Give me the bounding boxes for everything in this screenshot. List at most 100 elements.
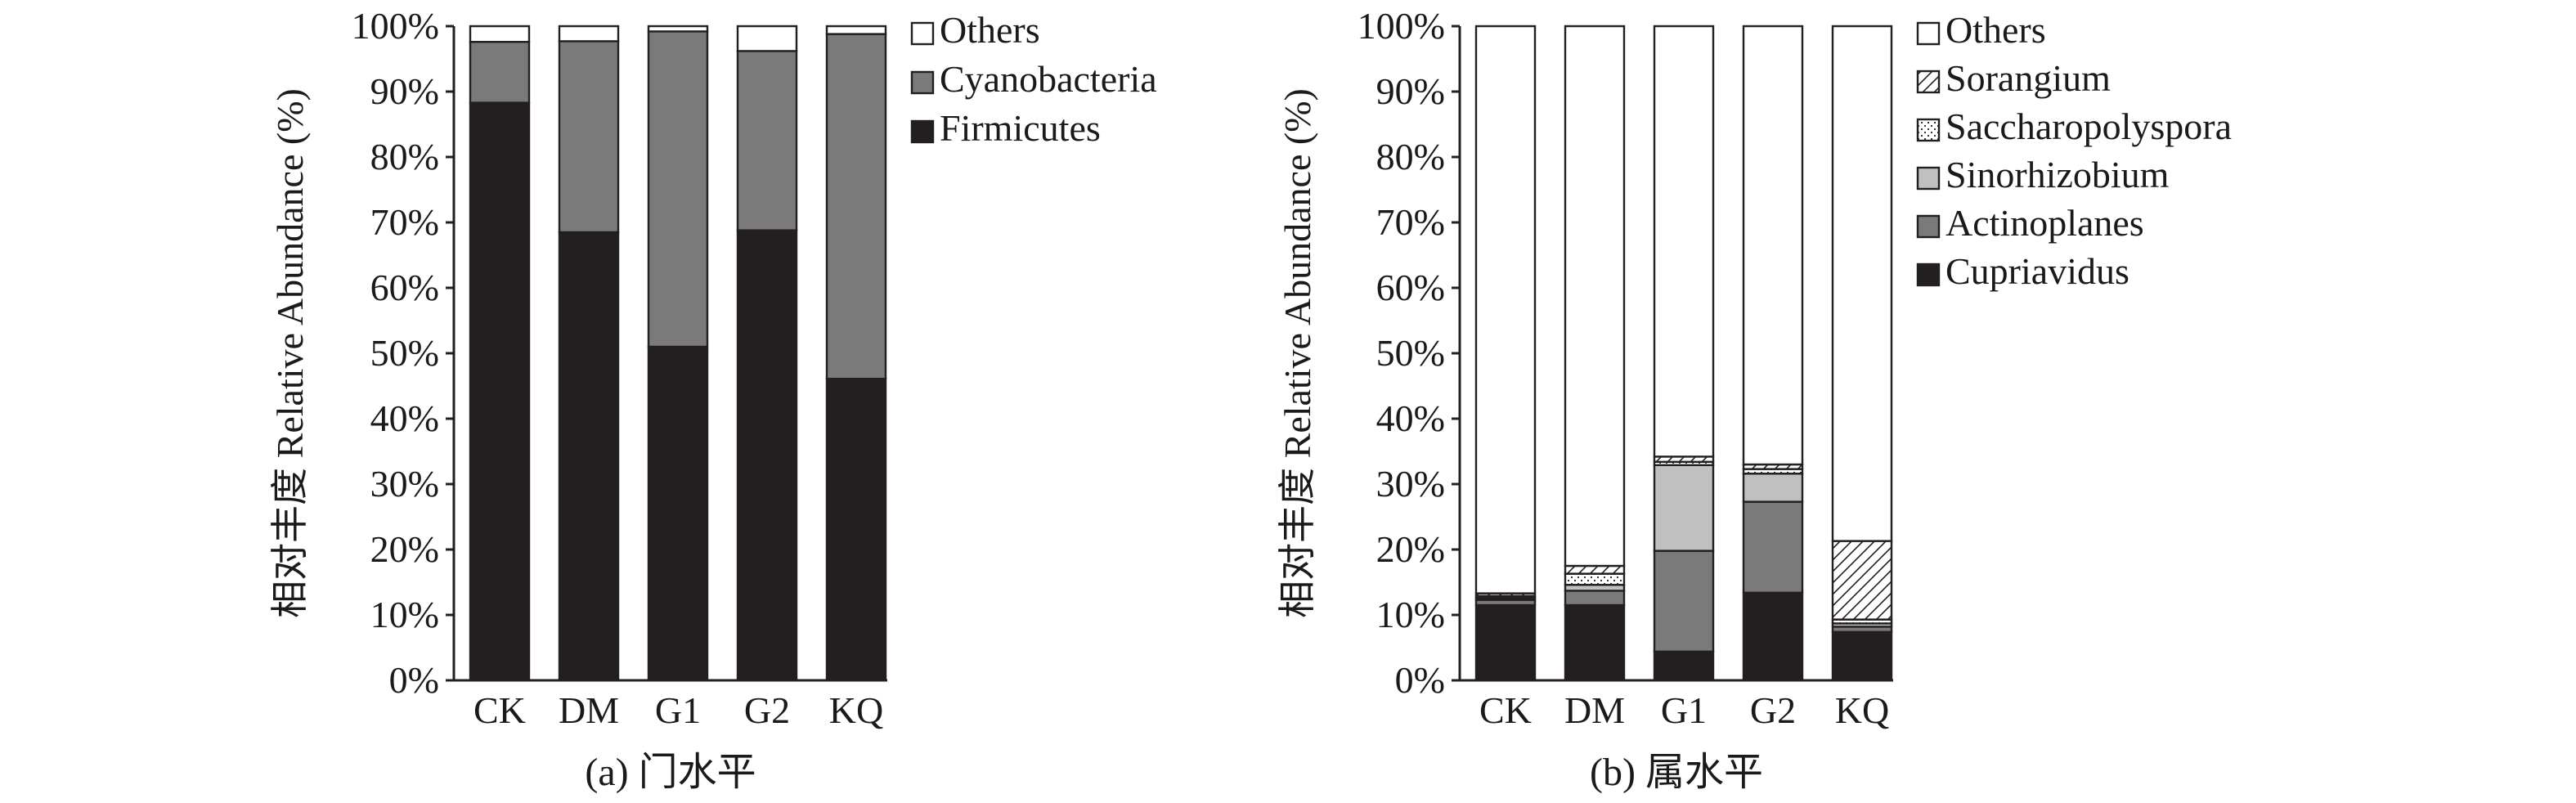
legend-swatch-others: [1916, 21, 1941, 46]
phylum-chart-panel: 相对丰度 Relative Abundance (%) 0% 10% 20% 30% 4…: [269, 5, 1157, 794]
x-tick-label: KQ: [829, 689, 883, 731]
legend-label-others: Others: [1945, 9, 2046, 51]
bar-segment-cyanobacteria-g1: [647, 30, 709, 348]
y-tick-label: 100%: [352, 5, 439, 47]
bar-segment-others-dm: [1564, 25, 1626, 567]
legend-label-sorangium: Sorangium: [1945, 57, 2111, 99]
y-tick-label: 20%: [1376, 528, 1445, 570]
legend-swatch-actinoplanes: [1916, 214, 1941, 239]
y-tick-label: 40%: [1376, 397, 1445, 439]
legend-label-actinoplanes: Actinoplanes: [1945, 202, 2144, 244]
bar-segment-cyanobacteria-ck: [469, 41, 531, 104]
bar-segment-cupriavidus-dm: [1564, 603, 1626, 682]
bar-segment-firmicutes-kq: [825, 378, 887, 682]
y-tick-label: 70%: [370, 201, 439, 243]
y-tick-label: 40%: [370, 397, 439, 439]
y-tick-label: 30%: [1376, 463, 1445, 505]
legend-label-firmicutes: Firmicutes: [940, 107, 1101, 149]
y-tick-label: 50%: [370, 332, 439, 374]
axes: [452, 26, 887, 682]
bar-segment-actinoplanes-dm: [1564, 590, 1626, 607]
y-tick-label: 50%: [1376, 332, 1445, 374]
bar-segment-others-g1: [647, 25, 709, 33]
y-axis-title: 相对丰度 Relative Abundance (%): [269, 88, 311, 618]
y-ticks: 0% 10% 20% 30% 40% 50% 60% 70% 80% 90% 100%: [1358, 5, 1460, 701]
bar-segment-sorangium-kq: [1831, 540, 1893, 621]
y-tick-label: 90%: [370, 70, 439, 112]
legend-label-sinorhizobium: Sinorhizobium: [1945, 154, 2170, 195]
bar-segment-others-kq: [825, 25, 887, 35]
y-tick-label: 0%: [389, 659, 439, 701]
legend-swatch-sinorhizobium: [1916, 166, 1941, 191]
y-tick-label: 10%: [1376, 594, 1445, 635]
axes: [1458, 26, 1893, 682]
legend-swatch-cyanobacteria: [910, 70, 935, 95]
bars: [469, 25, 887, 682]
bars: [1474, 25, 1893, 682]
y-tick-label: 30%: [370, 463, 439, 505]
panel-caption: (a) 门水平: [585, 751, 756, 794]
x-tick-label: DM: [1564, 689, 1625, 731]
bar-segment-actinoplanes-g2: [1742, 500, 1804, 594]
bar-segment-sinorhizobium-g1: [1653, 464, 1715, 552]
bar-segment-firmicutes-g1: [647, 345, 709, 682]
legend: Others Sorangium Saccharopolyspora Sinorhiz…: [1916, 9, 2232, 292]
y-tick-label: 70%: [1376, 201, 1445, 243]
x-tick-label: KQ: [1835, 689, 1889, 731]
bar-segment-cupriavidus-ck: [1474, 603, 1537, 682]
x-tick-label: DM: [559, 689, 619, 731]
bar-segment-others-ck: [469, 25, 531, 43]
x-tick-label: CK: [473, 689, 526, 731]
bar-segment-cyanobacteria-kq: [825, 33, 887, 380]
bar-segment-others-kq: [1831, 25, 1893, 542]
genus-chart-panel: 相对丰度 Relative Abundance (%) 0% 10% 20% 30% 4…: [1277, 5, 2232, 794]
bar-segment-saccharopolyspora-dm: [1564, 572, 1626, 586]
bar-segment-sinorhizobium-g2: [1742, 473, 1804, 503]
panel-caption: (b) 属水平: [1590, 751, 1763, 794]
bar-segment-cyanobacteria-g2: [736, 50, 798, 231]
y-tick-label: 10%: [370, 594, 439, 635]
bar-segment-cupriavidus-kq: [1831, 630, 1893, 682]
y-tick-label: 100%: [1358, 5, 1445, 47]
bar-segment-firmicutes-g2: [736, 229, 798, 682]
y-axis-title: 相对丰度 Relative Abundance (%): [1277, 88, 1318, 618]
legend-swatch-firmicutes: [910, 119, 935, 144]
y-tick-label: 60%: [370, 267, 439, 308]
legend-swatch-saccharopolyspora: [1916, 118, 1941, 142]
y-tick-label: 60%: [1376, 267, 1445, 308]
bar-segment-cupriavidus-g1: [1653, 650, 1715, 682]
y-tick-label: 0%: [1395, 659, 1445, 701]
legend-swatch-others: [910, 21, 935, 46]
bar-segment-others-g2: [736, 25, 798, 52]
bar-segment-firmicutes-dm: [558, 231, 620, 682]
x-ticks: CK DM G1 G2 KQ: [473, 689, 883, 731]
bar-segment-cyanobacteria-dm: [558, 40, 620, 234]
legend-label-cupriavidus: Cupriavidus: [1945, 250, 2129, 292]
legend-swatch-cupriavidus: [1916, 262, 1941, 287]
x-tick-label: G2: [744, 689, 790, 731]
x-tick-label: G1: [1661, 689, 1707, 731]
y-ticks: 0% 10% 20% 30% 40% 50% 60% 70% 80% 90% 100%: [352, 5, 454, 701]
y-tick-label: 80%: [370, 136, 439, 177]
bar-segment-others-g2: [1742, 25, 1804, 466]
bar-segment-others-g1: [1653, 25, 1715, 458]
bar-segment-cupriavidus-g2: [1742, 591, 1804, 682]
y-tick-label: 20%: [370, 528, 439, 570]
legend-label-cyanobacteria: Cyanobacteria: [940, 58, 1157, 100]
bar-segment-others-dm: [558, 25, 620, 43]
bar-segment-others-ck: [1474, 25, 1537, 594]
legend-label-others: Others: [940, 9, 1040, 51]
bar-segment-firmicutes-ck: [469, 101, 531, 682]
x-tick-label: G1: [655, 689, 701, 731]
x-ticks: CK DM G1 G2 KQ: [1479, 689, 1889, 731]
x-tick-label: G2: [1750, 689, 1796, 731]
y-tick-label: 90%: [1376, 70, 1445, 112]
legend: Others Cyanobacteria Firmicutes: [910, 9, 1157, 149]
bar-segment-sorangium-dm: [1564, 564, 1626, 575]
x-tick-label: CK: [1479, 689, 1532, 731]
legend-label-saccharopolyspora: Saccharopolyspora: [1945, 105, 2232, 147]
y-tick-label: 80%: [1376, 136, 1445, 177]
bar-segment-actinoplanes-g1: [1653, 550, 1715, 653]
legend-swatch-sorangium: [1916, 70, 1941, 94]
